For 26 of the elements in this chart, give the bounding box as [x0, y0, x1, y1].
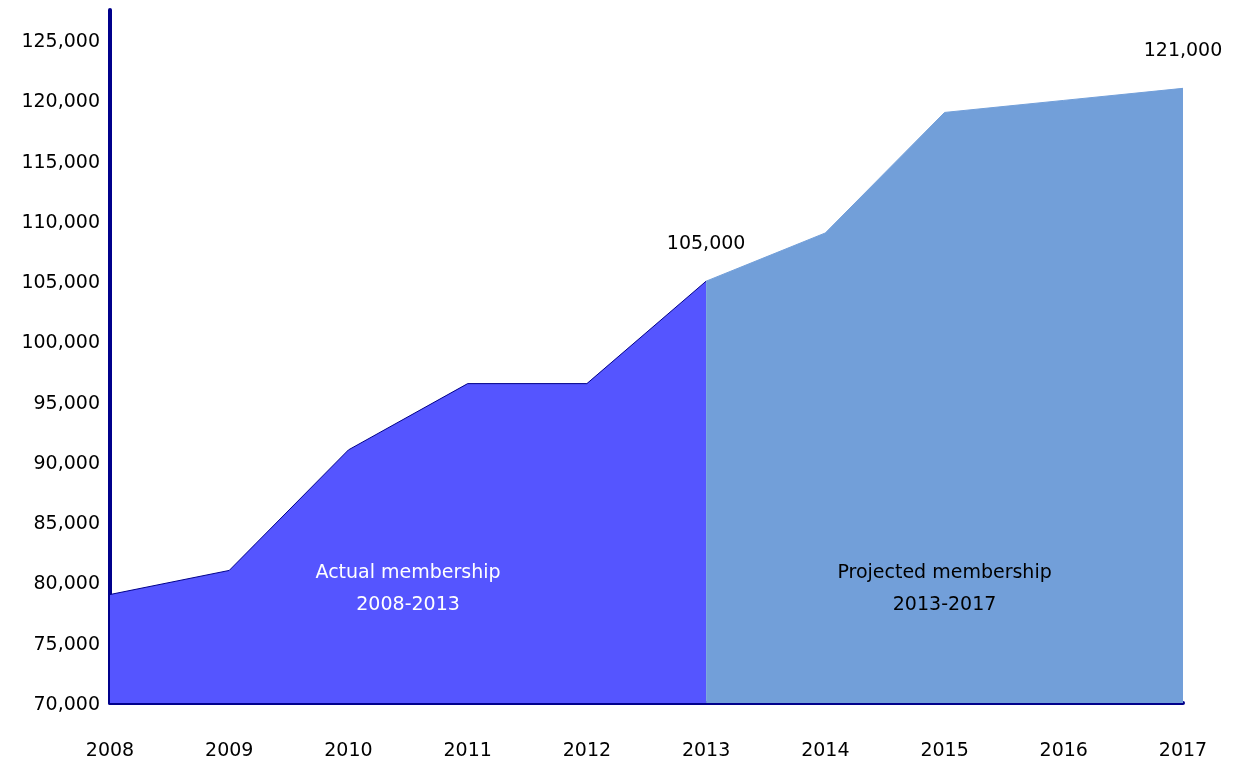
data-label: 121,000: [1143, 37, 1223, 60]
y-tick-label: 100,000: [21, 330, 100, 353]
y-tick-label: 95,000: [33, 390, 100, 413]
y-tick-label: 115,000: [21, 149, 100, 172]
x-tick-label: 2010: [324, 737, 373, 760]
y-tick-label: 70,000: [33, 692, 100, 714]
y-tick-label: 125,000: [21, 29, 100, 52]
x-tick-label: 2013: [681, 737, 731, 760]
y-tick-label: 90,000: [33, 450, 100, 473]
x-tick-label: 2012: [562, 737, 612, 760]
series-label: Actual membership 2008-2013: [315, 560, 501, 614]
x-tick-label: 2008: [85, 737, 135, 760]
y-tick-label: 110,000: [21, 209, 100, 232]
x-tick-label: 2016: [1039, 737, 1088, 760]
y-tick-label: 105,000: [21, 270, 100, 293]
y-tick-label: 75,000: [33, 631, 100, 654]
x-tick-label: 2014: [801, 737, 850, 760]
y-tick-label: 85,000: [33, 511, 100, 534]
x-tick-label: 2009: [205, 737, 254, 760]
x-tick-label: 2011: [443, 737, 492, 760]
series-label: Projected membership 2013-2017: [837, 560, 1052, 614]
y-tick-label: 80,000: [33, 571, 100, 594]
data-label: 105,000: [666, 230, 746, 253]
x-tick-label: 2015: [920, 737, 969, 760]
y-tick-label: 120,000: [21, 89, 100, 112]
x-tick-label: 2017: [1158, 737, 1208, 760]
